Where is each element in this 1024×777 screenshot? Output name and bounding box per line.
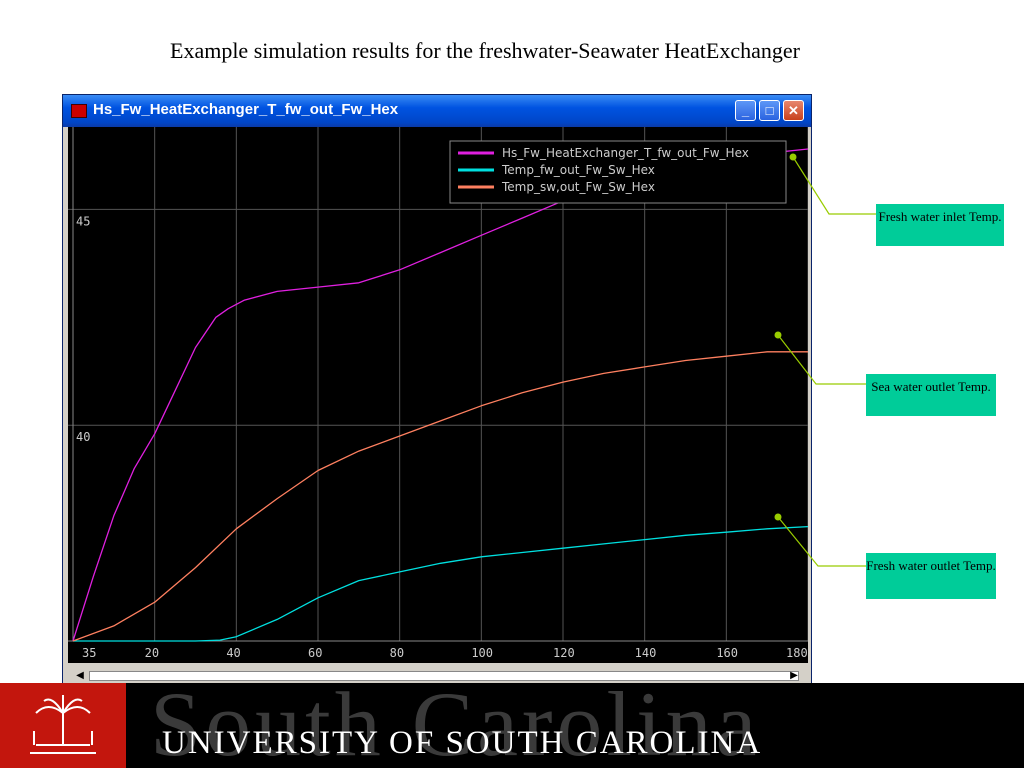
legend-label-3: Temp_sw,out_Fw_Sw_Hex bbox=[501, 180, 655, 194]
scroll-right-icon[interactable]: ▶ bbox=[790, 670, 798, 681]
maximize-button[interactable]: □ bbox=[759, 100, 780, 121]
leader-fresh-inlet bbox=[792, 156, 876, 215]
legend-label-1: Hs_Fw_HeatExchanger_T_fw_out_Fw_Hex bbox=[502, 146, 749, 160]
close-button[interactable]: ✕ bbox=[783, 100, 804, 121]
y-tick-label: 45 bbox=[76, 214, 90, 228]
window-title: Hs_Fw_HeatExchanger_T_fw_out_Fw_Hex bbox=[93, 101, 399, 118]
x-tick-label: 60 bbox=[308, 646, 322, 660]
leader-dot-fresh-inlet bbox=[789, 153, 797, 161]
university-footer: South Carolina UNIVERSITY OF SOUTH CAROL… bbox=[0, 673, 1024, 775]
app-icon bbox=[71, 104, 87, 118]
x-tick-label: 160 bbox=[716, 646, 738, 660]
leader-fresh-outlet bbox=[777, 516, 866, 567]
series-line-2 bbox=[73, 525, 809, 642]
x-tick-label: 100 bbox=[471, 646, 493, 660]
plot-window: Hs_Fw_HeatExchanger_T_fw_out_Fw_Hex _ □ … bbox=[62, 94, 812, 684]
line-chart: 40 45 35 20 40 60 80 100 120 140 160 180 Hs_Fw_HeatE… bbox=[68, 127, 809, 660]
leader-dot-fresh-outlet bbox=[774, 513, 782, 521]
x-tick-label: 80 bbox=[390, 646, 404, 660]
leader-dot-sea-outlet bbox=[774, 331, 782, 339]
x-tick-label: 180 bbox=[786, 646, 808, 660]
legend-label-2: Temp_fw_out_Fw_Sw_Hex bbox=[501, 163, 655, 177]
y-tick-label: 40 bbox=[76, 430, 90, 444]
palmetto-seal-icon bbox=[30, 695, 96, 754]
x-tick-label: 140 bbox=[635, 646, 657, 660]
university-seal-logo bbox=[0, 683, 126, 768]
university-name: UNIVERSITY OF SOUTH CAROLINA bbox=[162, 725, 763, 761]
callout-sea-water-outlet: Sea water outlet Temp. bbox=[866, 374, 996, 416]
leader-sea-outlet bbox=[777, 334, 866, 385]
callout-fresh-water-outlet: Fresh water outlet Temp. bbox=[866, 553, 996, 599]
window-titlebar[interactable]: Hs_Fw_HeatExchanger_T_fw_out_Fw_Hex _ □ … bbox=[63, 95, 811, 127]
slide-title: Example simulation results for the fresh… bbox=[170, 38, 800, 63]
horizontal-scrollbar[interactable] bbox=[89, 671, 799, 681]
callout-leaders bbox=[774, 153, 876, 567]
callout-fresh-water-inlet: Fresh water inlet Temp. bbox=[876, 204, 1004, 246]
x-tick-label: 120 bbox=[553, 646, 575, 660]
x-tick-label: 40 bbox=[226, 646, 240, 660]
x-tick-label: 35 bbox=[82, 646, 96, 660]
minimize-button[interactable]: _ bbox=[735, 100, 756, 121]
footer-wordmark: South Carolina bbox=[150, 673, 761, 775]
scroll-left-icon[interactable]: ◀ bbox=[76, 670, 84, 681]
series-line-3 bbox=[72, 351, 808, 642]
x-tick-label: 20 bbox=[145, 646, 159, 660]
plot-area[interactable]: 40 45 35 20 40 60 80 100 120 140 160 180 Hs_Fw_HeatE… bbox=[68, 127, 809, 663]
legend-box bbox=[449, 140, 787, 204]
